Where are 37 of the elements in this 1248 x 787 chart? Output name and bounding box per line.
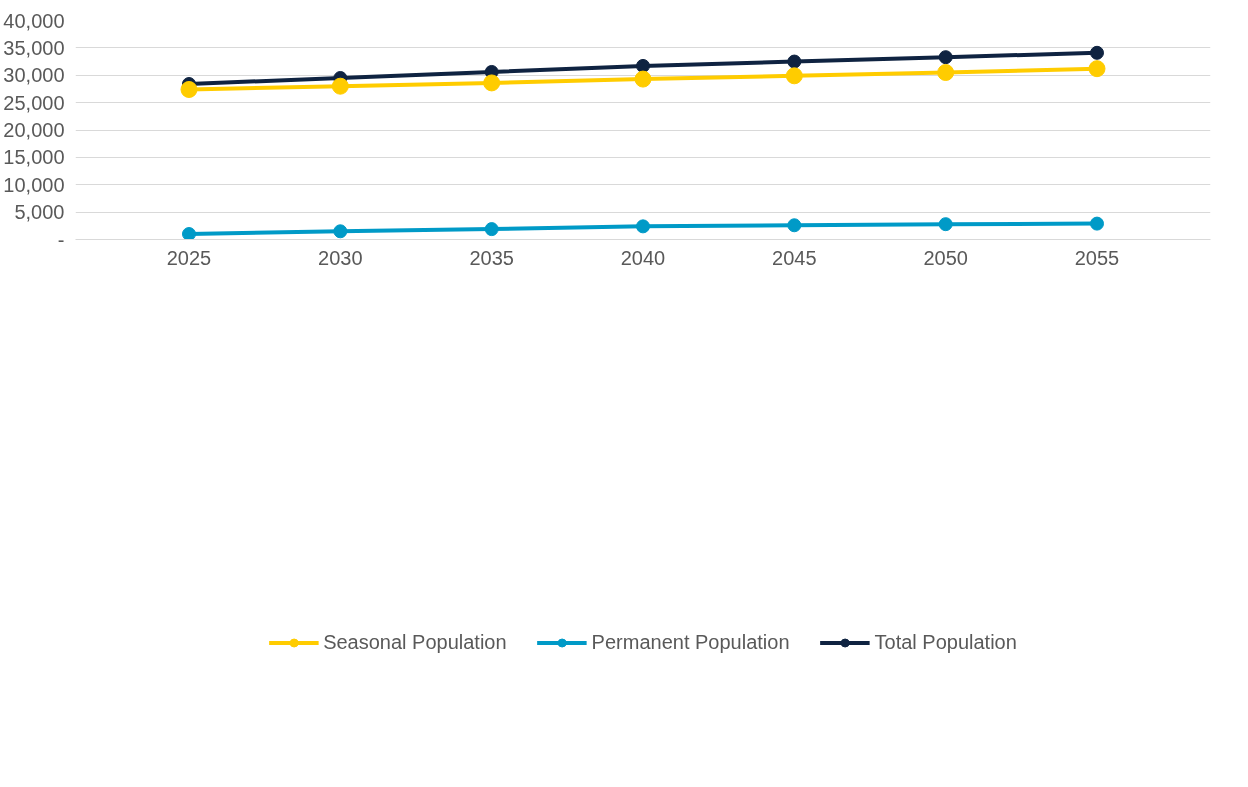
legend-label: Permanent Population bbox=[591, 630, 790, 654]
y-tick-label: - bbox=[57, 228, 65, 251]
legend-label: Total Population bbox=[874, 630, 1017, 654]
x-tick-label: 2045 bbox=[772, 246, 817, 269]
y-tick-label: 25,000 bbox=[3, 91, 65, 114]
x-tick-label: 2025 bbox=[166, 246, 212, 269]
x-tick-label: 2035 bbox=[469, 246, 514, 269]
point bbox=[785, 67, 803, 85]
point bbox=[484, 222, 499, 237]
y-tick-label: 35,000 bbox=[3, 36, 65, 59]
point bbox=[1090, 216, 1104, 231]
y-tick-label: 15,000 bbox=[3, 146, 65, 169]
y-tick-label: 20,000 bbox=[3, 119, 65, 141]
x-tick-label: 2030 bbox=[318, 246, 363, 269]
x-tick-label: 2050 bbox=[923, 246, 968, 269]
point bbox=[1088, 60, 1106, 78]
y-tick-label: 5,000 bbox=[14, 201, 65, 224]
point bbox=[182, 227, 196, 240]
point bbox=[636, 58, 650, 73]
point bbox=[180, 81, 198, 98]
point bbox=[787, 54, 802, 69]
point bbox=[483, 74, 501, 92]
y-tick-label: 10,000 bbox=[3, 173, 65, 196]
point bbox=[634, 70, 652, 88]
point bbox=[938, 50, 953, 65]
x-tick-label: 2055 bbox=[1074, 246, 1120, 269]
point bbox=[787, 218, 802, 233]
point bbox=[636, 219, 650, 234]
point bbox=[333, 224, 348, 239]
legend-label: Seasonal Population bbox=[323, 630, 507, 654]
y-tick-label: 30,000 bbox=[3, 64, 65, 87]
point bbox=[938, 217, 953, 232]
x-tick-label: 2040 bbox=[620, 246, 666, 269]
point bbox=[937, 64, 955, 81]
point bbox=[331, 77, 349, 95]
point bbox=[1090, 45, 1104, 60]
y-tick-label: 40,000 bbox=[3, 9, 65, 32]
